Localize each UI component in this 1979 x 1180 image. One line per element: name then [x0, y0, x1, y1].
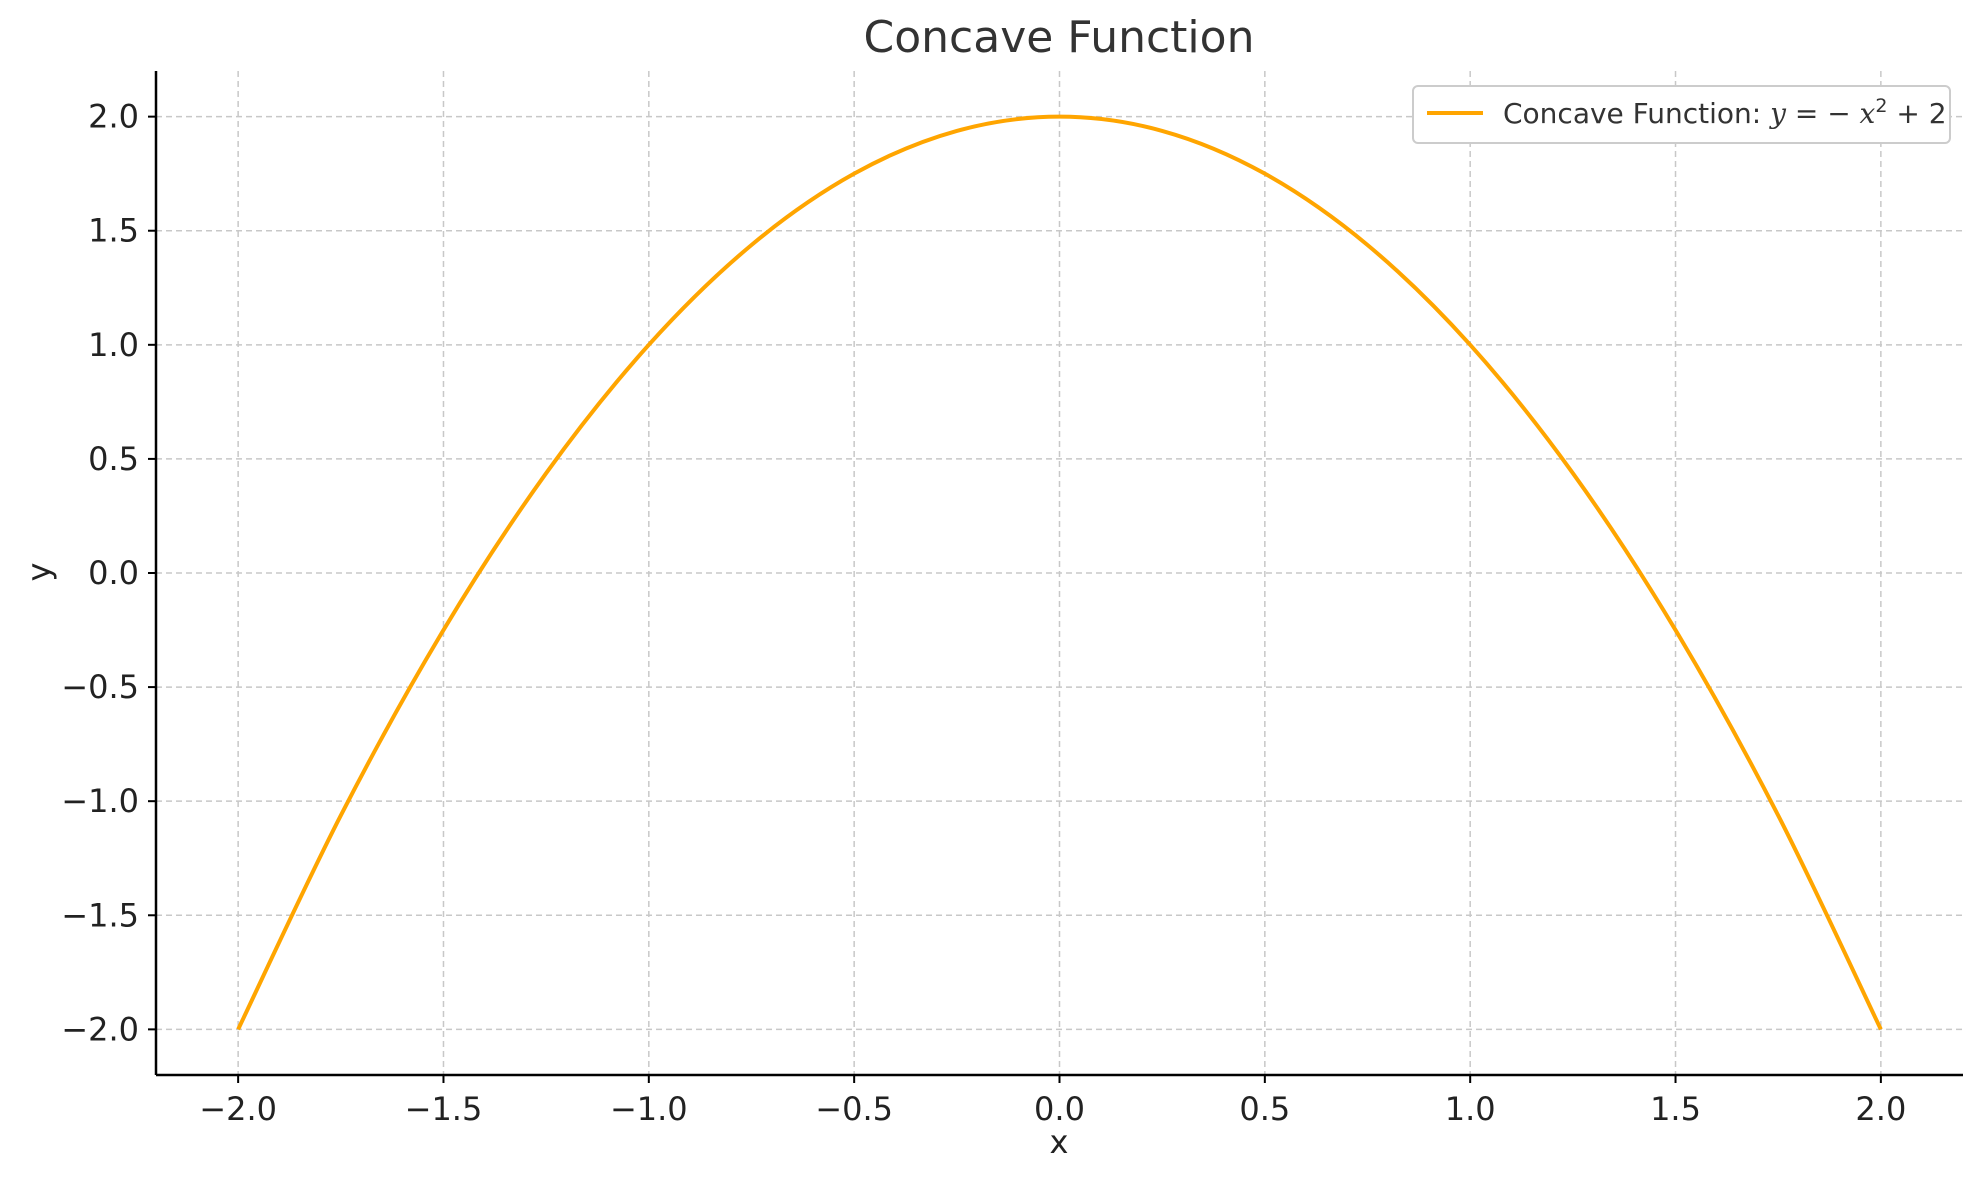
y-tick-label: 1.0: [88, 326, 139, 364]
y-axis-label: y: [20, 563, 58, 582]
y-tick-label: −2.0: [61, 1010, 139, 1048]
axes: [148, 71, 1963, 1083]
x-tick-label: −1.5: [405, 1090, 483, 1128]
x-tick-label: −0.5: [815, 1090, 893, 1128]
chart-title: Concave Function: [864, 12, 1255, 63]
x-tick-label: 0.5: [1239, 1090, 1290, 1128]
legend-entry-superscript: 2: [1875, 95, 1887, 117]
x-tick-label: 2.0: [1855, 1090, 1906, 1128]
x-tick-label: −1.0: [610, 1090, 688, 1128]
y-tick-label: 1.5: [88, 212, 139, 250]
legend: Concave Function: y = − x2 + 2: [1412, 85, 1951, 144]
x-tick-label: 0.0: [1034, 1090, 1085, 1128]
x-axis-label: x: [1050, 1123, 1069, 1161]
legend-box: [1412, 85, 1951, 144]
legend-entry-math: y = − x: [1768, 97, 1875, 130]
legend-entry: Concave Function: y = − x2 + 2: [1503, 95, 1947, 130]
y-tick-label: 0.0: [88, 554, 139, 592]
y-tick-label: −1.5: [61, 896, 139, 934]
series-line: [236, 114, 1883, 1031]
y-tick-label: 2.0: [88, 98, 139, 136]
x-tick-label: −2.0: [199, 1090, 277, 1128]
tick-labels: −2.0 −1.5 −1.0 −0.5 0.0 0.5 1.0 1.5 2.0 −2.0 −1.5 −…: [61, 98, 1906, 1128]
grid: [156, 71, 1963, 1075]
x-tick-label: 1.5: [1650, 1090, 1701, 1128]
series-layer: [236, 114, 1883, 1031]
x-tick-label: 1.0: [1445, 1090, 1496, 1128]
legend-entry-tail: + 2: [1887, 97, 1946, 130]
y-tick-label: 0.5: [88, 440, 139, 478]
y-tick-label: −1.0: [61, 782, 139, 820]
legend-entry-prefix: Concave Function:: [1503, 97, 1770, 130]
y-tick-label: −0.5: [61, 668, 139, 706]
